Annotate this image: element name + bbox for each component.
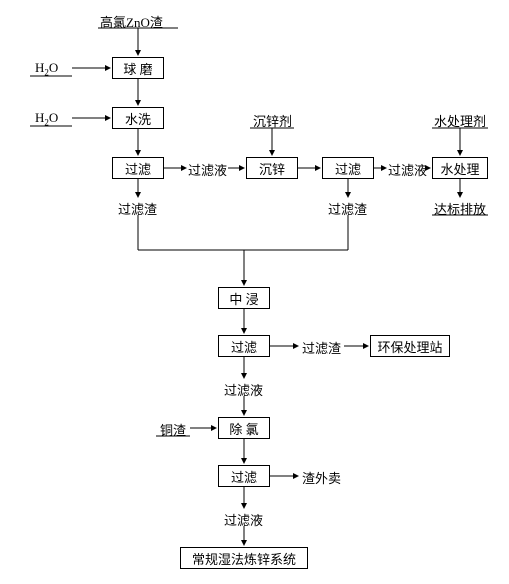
node-filter2: 过滤 <box>322 157 374 179</box>
label-filtrate3: 过滤液 <box>224 380 263 399</box>
node-sinkzinc: 沉锌 <box>246 157 298 179</box>
label-filtrate1: 过滤液 <box>188 160 227 179</box>
label-copperres: 铜渣 <box>160 420 186 439</box>
label-highcl: 高氯ZnO渣 <box>100 12 163 31</box>
label-wateragent: 水处理剂 <box>434 111 486 130</box>
node-midleach: 中 浸 <box>218 287 270 309</box>
node-ballmill: 球 磨 <box>112 57 164 79</box>
label-residue1: 过滤渣 <box>118 199 157 218</box>
node-wash: 水洗 <box>112 107 164 129</box>
label-slagout: 渣外卖 <box>302 468 341 487</box>
label-residue2: 过滤渣 <box>328 199 367 218</box>
node-finalsys: 常规湿法炼锌系统 <box>180 547 308 569</box>
label-filtrate4: 过滤液 <box>224 510 263 529</box>
node-filter1: 过滤 <box>112 157 164 179</box>
label-filtrate2: 过滤液 <box>388 160 427 179</box>
label-h2o-1: H2O <box>35 60 58 78</box>
label-discharge: 达标排放 <box>434 199 486 218</box>
node-dechlor: 除 氯 <box>218 417 270 439</box>
node-watertreat: 水处理 <box>432 157 488 179</box>
label-h2o-2: H2O <box>35 110 58 128</box>
node-envstation: 环保处理站 <box>370 335 450 357</box>
node-filter3: 过滤 <box>218 335 270 357</box>
label-residue3: 过滤渣 <box>302 338 341 357</box>
label-zincagent: 沉锌剂 <box>253 111 292 130</box>
node-filter4: 过滤 <box>218 465 270 487</box>
text-highcl: 高氯ZnO渣 <box>100 15 163 30</box>
